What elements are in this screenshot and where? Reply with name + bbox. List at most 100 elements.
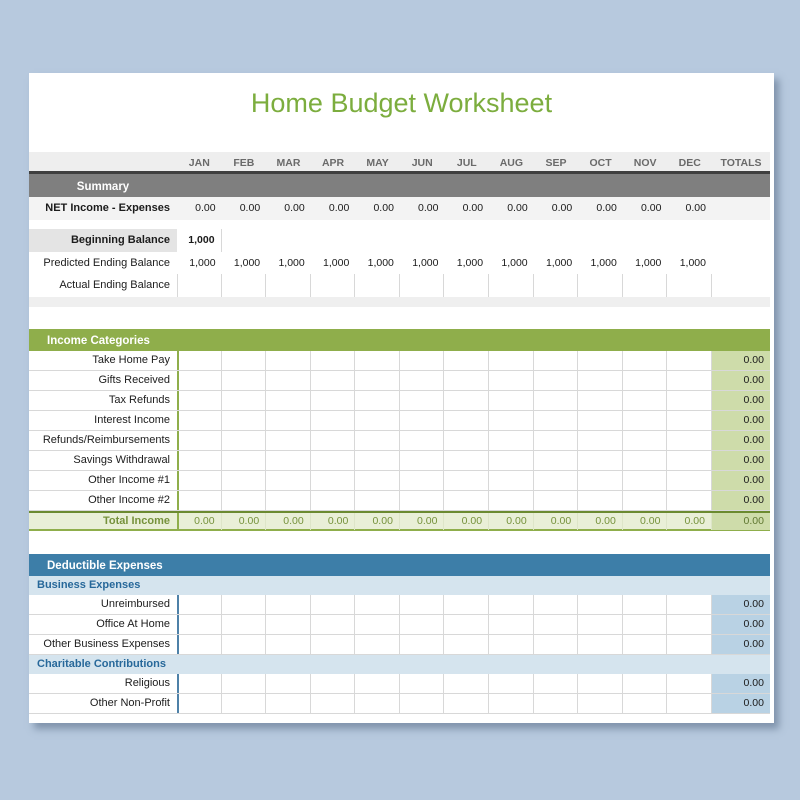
month-cell[interactable] [266, 471, 311, 490]
month-cell[interactable] [221, 674, 267, 693]
totals-cell[interactable]: 0.00 [711, 694, 770, 713]
month-cell[interactable] [311, 229, 356, 252]
month-cell[interactable] [399, 411, 445, 430]
month-cell[interactable] [622, 391, 668, 410]
month-cell[interactable] [310, 451, 356, 470]
month-cell[interactable] [578, 451, 623, 470]
month-cell[interactable] [177, 491, 222, 510]
month-cell[interactable] [177, 431, 222, 450]
month-cell[interactable] [177, 274, 222, 297]
month-cell[interactable]: 1,000 [412, 257, 439, 269]
month-cell[interactable] [533, 391, 579, 410]
month-cell[interactable] [667, 595, 712, 614]
month-cell[interactable] [622, 351, 668, 370]
month-cell[interactable]: 0.00 [239, 202, 261, 214]
month-cell[interactable] [355, 431, 400, 450]
month-cell[interactable] [355, 411, 400, 430]
month-cell[interactable] [622, 615, 668, 634]
month-cell[interactable] [489, 229, 534, 252]
month-cell[interactable] [177, 391, 222, 410]
month-cell[interactable] [266, 431, 311, 450]
month-cell[interactable]: 0.00 [328, 202, 350, 214]
month-cell[interactable] [533, 471, 579, 490]
month-cell[interactable] [622, 635, 668, 654]
month-cell[interactable] [444, 431, 490, 450]
month-cell[interactable]: 1,000 [233, 257, 261, 269]
totals-cell[interactable]: 0.00 [711, 635, 770, 654]
month-cell[interactable]: 0.00 [534, 513, 579, 530]
month-cell[interactable] [221, 351, 267, 370]
month-cell[interactable] [622, 274, 668, 297]
totals-cell[interactable]: 0.00 [711, 391, 770, 410]
month-cell[interactable] [533, 635, 579, 654]
month-cell[interactable] [399, 274, 445, 297]
month-cell[interactable] [310, 351, 356, 370]
month-cell[interactable] [355, 694, 400, 713]
month-cell[interactable] [310, 391, 356, 410]
month-cell[interactable]: 0.00 [489, 513, 534, 530]
month-cell[interactable] [444, 635, 490, 654]
month-cell[interactable] [355, 471, 400, 490]
month-cell[interactable]: 0.00 [266, 513, 311, 530]
month-cell[interactable] [399, 391, 445, 410]
month-cell[interactable] [489, 595, 534, 614]
month-cell[interactable] [221, 471, 267, 490]
month-cell[interactable] [489, 615, 534, 634]
month-cell[interactable] [399, 595, 445, 614]
month-cell[interactable]: 0.00 [462, 202, 484, 214]
month-cell[interactable] [310, 411, 356, 430]
month-cell[interactable] [355, 351, 400, 370]
month-cell[interactable] [489, 371, 534, 390]
month-cell[interactable] [355, 491, 400, 510]
month-cell[interactable] [177, 595, 222, 614]
month-cell[interactable] [310, 371, 356, 390]
month-cell[interactable] [266, 674, 311, 693]
month-cell[interactable] [444, 391, 490, 410]
month-cell[interactable] [489, 674, 534, 693]
month-cell[interactable] [399, 694, 445, 713]
month-cell[interactable] [489, 451, 534, 470]
month-cell[interactable] [667, 451, 712, 470]
month-cell[interactable] [221, 595, 267, 614]
month-cell[interactable]: 0.00 [222, 513, 267, 530]
month-cell[interactable] [667, 694, 712, 713]
month-cell[interactable] [489, 274, 534, 297]
month-cell[interactable] [266, 391, 311, 410]
month-cell[interactable]: 0.00 [177, 513, 222, 530]
month-cell[interactable] [533, 351, 579, 370]
month-cell[interactable] [266, 371, 311, 390]
month-cell[interactable] [622, 411, 668, 430]
month-cell[interactable]: 0.00 [444, 513, 490, 530]
month-cell[interactable]: 0.00 [623, 513, 668, 530]
month-cell[interactable]: 1,000 [456, 257, 484, 269]
month-cell[interactable] [177, 635, 222, 654]
month-cell[interactable]: 1,000 [367, 257, 394, 269]
month-cell[interactable] [221, 694, 267, 713]
month-cell[interactable] [444, 615, 490, 634]
month-cell[interactable] [623, 229, 668, 252]
totals-cell[interactable] [712, 252, 770, 274]
totals-cell[interactable]: 0.00 [711, 411, 770, 430]
month-cell[interactable] [533, 274, 579, 297]
month-cell[interactable] [444, 351, 490, 370]
month-cell[interactable] [444, 274, 490, 297]
month-cell[interactable] [622, 451, 668, 470]
month-cell[interactable]: 0.00 [596, 202, 617, 214]
month-cell[interactable] [399, 491, 445, 510]
month-cell[interactable] [266, 491, 311, 510]
month-cell[interactable] [266, 351, 311, 370]
month-cell[interactable] [578, 411, 623, 430]
month-cell[interactable] [355, 595, 400, 614]
month-cell[interactable] [177, 411, 222, 430]
month-cell[interactable]: 1,000 [189, 257, 216, 269]
month-cell[interactable] [355, 451, 400, 470]
month-cell[interactable]: 0.00 [400, 513, 445, 530]
month-cell[interactable] [578, 595, 623, 614]
month-cell[interactable] [489, 491, 534, 510]
month-cell[interactable] [578, 371, 623, 390]
month-cell[interactable] [667, 391, 712, 410]
month-cell[interactable] [444, 491, 490, 510]
totals-cell[interactable]: 0.00 [711, 491, 770, 510]
month-cell[interactable] [667, 371, 712, 390]
month-cell[interactable] [667, 635, 712, 654]
